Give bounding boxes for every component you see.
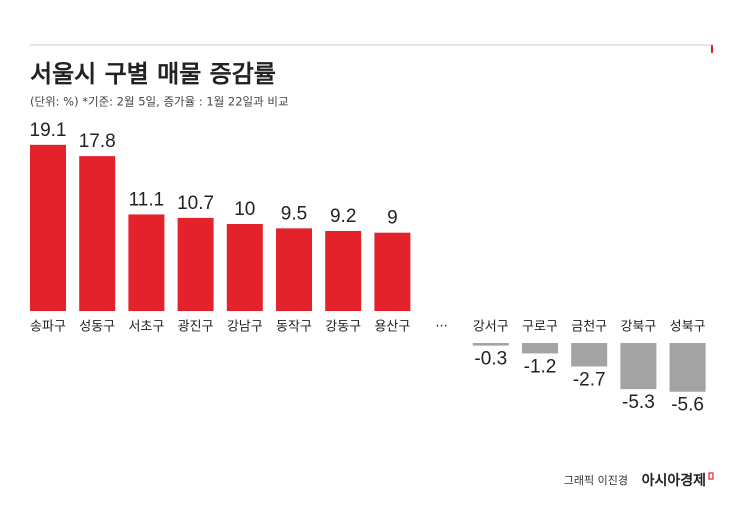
bar [30,144,66,311]
x-tick-label: 금천구 [571,320,607,335]
x-tick-label: 성동구 [79,320,115,335]
x-tick-label: 광진구 [178,320,214,335]
bar [620,343,657,390]
x-tick-label: 구로구 [522,320,558,335]
value-label: 19.1 [30,120,67,141]
value-label: -1.2 [524,356,557,377]
chart-subtitle: (단위: %) *기준: 2월 5일, 증가율 : 1월 22일과 비교 [30,95,289,109]
bar [128,214,165,311]
brand-mark [708,472,714,480]
value-label: 11.1 [129,189,165,210]
value-label: -2.7 [573,370,606,391]
x-tick-label: 강북구 [620,320,656,335]
bar [522,343,558,354]
x-tick-label: 강동구 [325,320,361,335]
bar [276,228,312,311]
value-label: -5.3 [622,392,655,413]
value-label: 10 [234,199,255,220]
x-tick-label: 성북구 [670,320,706,335]
x-tick-label: 용산구 [374,320,410,335]
bar [226,224,263,311]
x-tick-label: ··· [435,320,447,335]
bar [669,343,706,392]
x-tick-label: 동작구 [276,320,312,335]
chart-title: 서울시 구별 매물 증감률 [30,60,276,88]
credit: 그래픽 이진경 [564,474,628,487]
x-tick-label: 서초구 [128,320,164,335]
value-label: 9.5 [281,203,307,224]
value-label: -5.6 [671,395,704,416]
bar [177,217,214,311]
bar [374,232,411,311]
value-label: 10.7 [177,193,214,214]
bar [472,343,509,346]
bar [571,343,608,367]
bar [325,230,362,311]
x-tick-label: 강남구 [227,320,263,335]
value-label: 17.8 [79,131,116,152]
x-tick-label: 강서구 [473,320,509,335]
source: 아시아경제 [642,472,706,489]
value-label: 9 [387,208,398,229]
value-label: 9.2 [330,206,356,227]
bar [79,156,116,311]
x-tick-label: 송파구 [30,320,66,335]
value-label: -0.3 [474,349,507,370]
